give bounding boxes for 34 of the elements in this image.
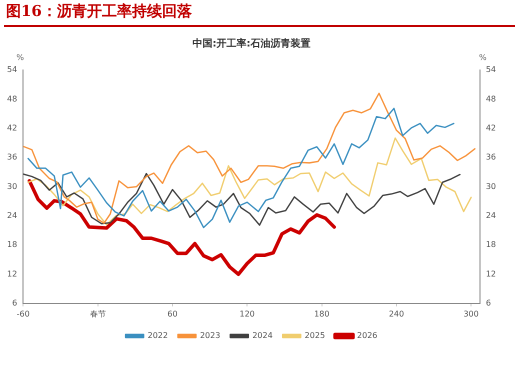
legend-label: 2025 xyxy=(304,331,326,340)
y-tick-label: 54 xyxy=(6,65,18,74)
y-tick-label: 6 xyxy=(12,298,18,308)
y2-tick-label: 18 xyxy=(486,240,496,250)
y-tick-label: 48 xyxy=(6,94,18,104)
y2-tick-label: 12 xyxy=(486,269,496,278)
x-tick-label: 60 xyxy=(167,309,178,318)
legend-label: 2023 xyxy=(200,331,220,340)
x-tick-label: 120 xyxy=(240,309,255,318)
y2-tick-label: 48 xyxy=(486,94,496,104)
x-tick-label: 春节 xyxy=(90,309,106,318)
y-tick-label: 36 xyxy=(6,152,18,162)
y2-axis-title: % xyxy=(479,53,488,62)
y2-tick-label: 54 xyxy=(486,65,496,74)
x-tick-label: 180 xyxy=(314,309,330,318)
y2-tick-label: 42 xyxy=(486,123,496,132)
legend-label: 2026 xyxy=(357,331,378,340)
x-tick-label: 240 xyxy=(388,309,404,318)
y-tick-label: 18 xyxy=(6,240,18,250)
y-axis-title: % xyxy=(16,53,24,62)
y2-tick-label: 6 xyxy=(486,298,491,308)
y-tick-label: 24 xyxy=(6,210,18,220)
y-tick-label: 12 xyxy=(6,269,18,278)
y2-tick-label: 36 xyxy=(486,152,496,162)
chart-title: 中国:开工率:石油沥青装置 xyxy=(192,38,310,50)
x-tick-label: 300 xyxy=(463,309,479,318)
x-tick-label: -60 xyxy=(16,309,30,318)
legend-label: 2024 xyxy=(252,331,273,340)
y-tick-label: 30 xyxy=(6,182,18,191)
chart-subtitle: 图16：沥青开工率持续回落 xyxy=(6,2,192,21)
y-tick-label: 42 xyxy=(6,123,18,132)
y2-tick-label: 24 xyxy=(486,210,496,220)
y2-tick-label: 30 xyxy=(486,182,496,191)
legend-label: 2022 xyxy=(148,331,168,340)
